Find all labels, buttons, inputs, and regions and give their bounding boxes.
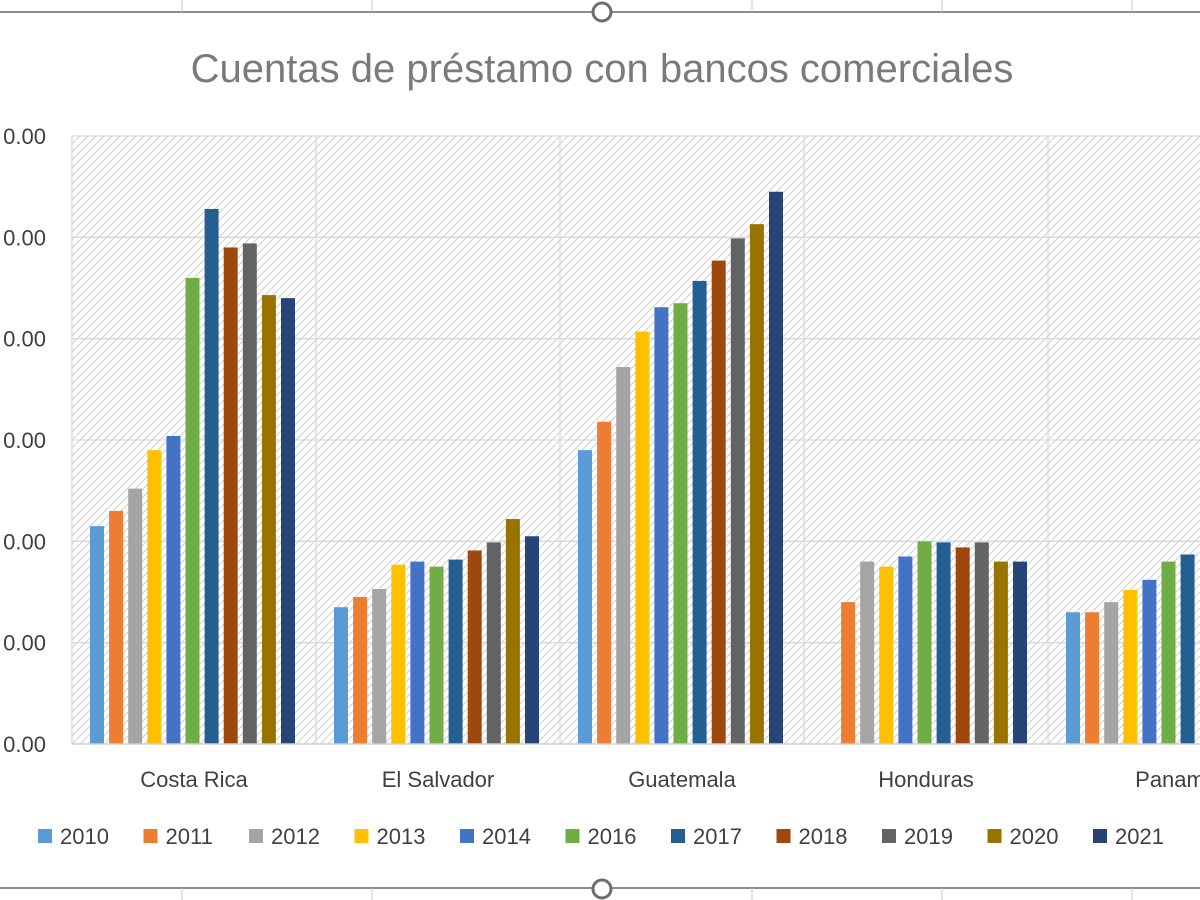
y-tick-label: 0.00	[3, 631, 46, 656]
legend-label-2013: 2013	[377, 824, 426, 849]
bar-2013-honduras	[879, 566, 894, 744]
bar-2016-honduras	[917, 541, 932, 744]
legend-label-2021: 2021	[1115, 824, 1164, 849]
y-axis-tick-labels: 0.00 0.00 0.00 0.00 0.00 0.00 0.00	[3, 124, 46, 757]
bottom-resize-handle[interactable]	[591, 878, 613, 900]
bar-2012-guatemala	[616, 367, 631, 744]
bar-2011-costa-rica	[109, 510, 124, 744]
category-label: Costa Rica	[140, 767, 248, 792]
bar-2013-costa-rica	[147, 450, 162, 744]
bar-2016-el-salvador	[429, 566, 444, 744]
legend-swatch-2011	[143, 829, 158, 843]
top-resize-handle[interactable]	[591, 1, 613, 23]
bar-2020-costa-rica	[261, 295, 276, 744]
legend-label-2012: 2012	[271, 824, 320, 849]
bar-2016-guatemala	[673, 303, 688, 744]
legend-swatch-2012	[249, 829, 263, 843]
y-tick-label: 0.00	[3, 327, 46, 352]
legend-swatch-2010	[38, 829, 52, 843]
bar-2017-el-salvador	[448, 559, 463, 744]
legend-label-2018: 2018	[799, 824, 848, 849]
y-tick-label: 0.00	[3, 529, 46, 554]
bar-2014-guatemala	[654, 307, 669, 744]
bar-2014-panam	[1142, 579, 1157, 744]
bar-2018-costa-rica	[223, 247, 238, 744]
bar-2010-el-salvador	[334, 607, 348, 744]
bar-2018-el-salvador	[467, 550, 482, 744]
category-label: El Salvador	[382, 767, 495, 792]
bar-2012-costa-rica	[128, 488, 143, 744]
legend-label-2010: 2010	[60, 824, 109, 849]
bar-2016-panam	[1161, 561, 1176, 744]
bar-2010-panam	[1066, 612, 1080, 744]
bar-2019-costa-rica	[242, 243, 257, 744]
bar-2010-guatemala	[578, 450, 592, 744]
bar-2019-el-salvador	[486, 542, 501, 744]
bar-2017-panam	[1180, 554, 1195, 744]
legend: 2010 2011 2012 2013 2014 2016 2017 2018 2019 2020…	[38, 824, 1164, 849]
bar-2010-costa-rica	[90, 526, 104, 744]
category-label: Guatemala	[628, 767, 736, 792]
legend-label-2014: 2014	[482, 824, 531, 849]
chart-title: Cuentas de préstamo con bancos comercial…	[191, 47, 1014, 91]
legend-swatch-2013	[354, 829, 369, 843]
bar-2020-honduras	[993, 561, 1008, 744]
legend-label-2019: 2019	[904, 824, 953, 849]
bar-2021-guatemala	[769, 191, 783, 744]
y-tick-label: 0.00	[3, 124, 46, 149]
legend-label-2016: 2016	[588, 824, 637, 849]
legend-swatch-2019	[882, 829, 896, 843]
bars	[90, 191, 1195, 744]
bar-2017-costa-rica	[204, 208, 219, 744]
bar-2012-panam	[1104, 602, 1119, 744]
bar-2018-honduras	[955, 547, 970, 744]
category-label: Panam	[1135, 767, 1200, 792]
bar-2014-el-salvador	[410, 561, 425, 744]
bar-2021-el-salvador	[525, 536, 539, 744]
bar-2016-costa-rica	[185, 277, 200, 744]
legend-swatch-2020	[987, 829, 1002, 843]
bar-2012-el-salvador	[372, 588, 387, 744]
bar-2013-guatemala	[635, 331, 650, 744]
legend-swatch-2018	[776, 829, 791, 843]
bar-2020-guatemala	[749, 224, 764, 744]
bar-2011-panam	[1085, 612, 1100, 744]
bar-2020-el-salvador	[505, 519, 520, 744]
bar-2017-guatemala	[692, 280, 707, 744]
y-tick-label: 0.00	[3, 732, 46, 757]
bar-2019-guatemala	[730, 238, 745, 744]
category-label: Honduras	[878, 767, 973, 792]
y-tick-label: 0.00	[3, 225, 46, 250]
category-labels: Costa Rica El Salvador Guatemala Honduras Pa…	[140, 767, 1200, 792]
bar-2021-honduras	[1013, 561, 1027, 744]
bar-2021-costa-rica	[281, 298, 295, 744]
legend-swatch-2016	[565, 829, 580, 843]
bar-2012-honduras	[860, 561, 875, 744]
bar-2011-guatemala	[597, 421, 612, 744]
y-tick-label: 0.00	[3, 428, 46, 453]
legend-swatch-2021	[1093, 829, 1107, 843]
bar-2011-el-salvador	[353, 597, 368, 744]
bar-2011-honduras	[841, 602, 856, 744]
bar-2014-costa-rica	[166, 435, 181, 744]
bar-2019-honduras	[974, 542, 989, 744]
bar-2013-el-salvador	[391, 564, 406, 744]
legend-label-2017: 2017	[693, 824, 742, 849]
bar-2018-guatemala	[711, 260, 726, 744]
bar-2017-honduras	[936, 542, 951, 744]
legend-label-2011: 2011	[166, 824, 213, 849]
legend-swatch-2014	[460, 829, 474, 843]
bar-2013-panam	[1123, 589, 1138, 744]
bar-2014-honduras	[898, 556, 913, 744]
legend-swatch-2017	[671, 829, 685, 843]
legend-label-2020: 2020	[1010, 824, 1059, 849]
